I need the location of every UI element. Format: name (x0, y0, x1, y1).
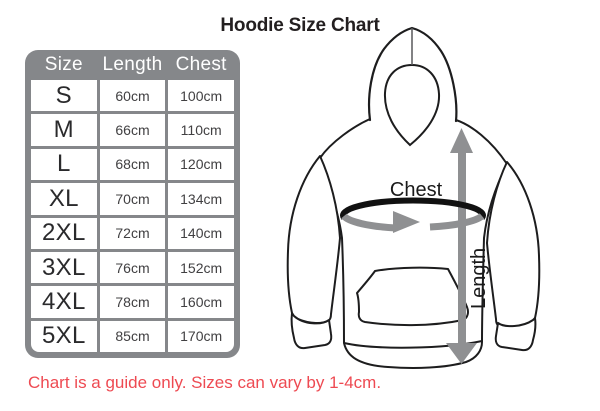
column-header-size: Size (44, 54, 83, 75)
disclaimer-note: Chart is a guide only. Sizes can vary by… (28, 373, 382, 392)
table-cell-length: 76cm (99, 251, 166, 284)
table-cell-size: 2XL (31, 217, 97, 249)
length-label: Length (468, 248, 490, 309)
chest-label: Chest (390, 179, 443, 201)
size-table: Size Length Chest S 60cm 100cm M 66cm 11… (25, 50, 240, 358)
table-cell-chest: 120cm (168, 148, 234, 181)
table-cell-length: 78cm (99, 286, 166, 318)
table-cell-size: 5XL (31, 320, 97, 352)
table-cell-size: 3XL (31, 251, 97, 284)
table-cell-chest: 110cm (168, 114, 234, 146)
table-cell-length: 70cm (99, 183, 166, 215)
table-cell-size: 4XL (31, 286, 97, 318)
table-cell-chest: 100cm (168, 80, 234, 112)
table-cell-length: 60cm (99, 80, 166, 112)
table-cell-chest: 152cm (168, 251, 234, 284)
chest-arrowhead (393, 211, 420, 233)
table-cell-size: L (31, 148, 97, 181)
length-arrow (446, 128, 477, 364)
table-body: S 60cm 100cm M 66cm 110cm L 68cm 120cm X… (31, 80, 234, 352)
column-header-length: Length (102, 54, 163, 75)
table-cell-length: 68cm (99, 148, 166, 181)
table-cell-length: 85cm (99, 320, 166, 352)
kangaroo-pocket (356, 266, 469, 327)
table-cell-size: XL (31, 183, 97, 215)
table-cell-chest: 170cm (168, 320, 234, 352)
chest-ellipse-front-left (341, 213, 397, 232)
table-cell-chest: 140cm (168, 217, 234, 249)
hoodie-torso (319, 115, 508, 369)
chest-ellipse-front-right (429, 213, 485, 231)
table-cell-size: S (31, 80, 97, 112)
page-title: Hoodie Size Chart (220, 15, 380, 36)
table-cell-size: M (31, 114, 97, 146)
hoodie-diagram: Chest Length (286, 26, 541, 369)
chest-ellipse-back (340, 197, 486, 220)
hoodie-left-cuff (290, 312, 333, 350)
table-cell-chest: 134cm (168, 183, 234, 215)
table-header-row: Size Length Chest (31, 50, 234, 80)
table-cell-length: 66cm (99, 114, 166, 146)
hoodie-right-cuff (494, 317, 537, 352)
table-cell-chest: 160cm (168, 286, 234, 318)
chest-ellipse-arrow (340, 197, 486, 233)
table-cell-length: 72cm (99, 217, 166, 249)
column-header-chest: Chest (175, 54, 227, 75)
